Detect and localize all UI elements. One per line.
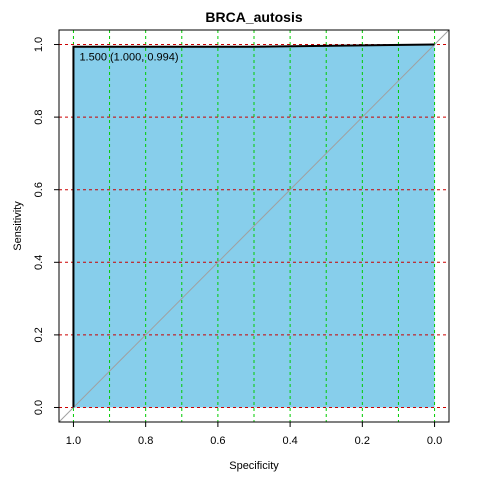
- y-tick-label-1: 0.2: [33, 327, 45, 342]
- x-tick-label-3: 0.4: [282, 435, 297, 447]
- x-tick-label-5: 0.0: [427, 435, 442, 447]
- y-tick-label-4: 0.8: [33, 109, 45, 124]
- y-tick-label-0: 0.0: [33, 400, 45, 415]
- plot-frame: [58, 29, 450, 423]
- y-tick-label-5: 1.0: [33, 37, 45, 52]
- chart-title: BRCA_autosis: [205, 9, 302, 25]
- x-axis-label: Specificity: [229, 460, 279, 472]
- best-threshold-label: 1.500 (1.000, 0.994): [79, 52, 178, 64]
- chance-diagonal: [58, 29, 450, 423]
- x-tick-label-2: 0.6: [210, 435, 225, 447]
- y-tick-label-2: 0.4: [33, 255, 45, 270]
- x-tick-label-4: 0.2: [355, 435, 370, 447]
- x-tick-label-0: 1.0: [66, 435, 81, 447]
- roc-curve: [72, 43, 435, 408]
- y-tick-label-3: 0.6: [33, 182, 45, 197]
- plot-area: 1.0 0.8 0.6 0.4 0.2 0.0 0.0 0.2 0.4 0.6 0.8 1.0 1.50…: [33, 29, 450, 447]
- y-axis-label: Sensitivity: [12, 201, 24, 251]
- x-tick-label-1: 0.8: [138, 435, 153, 447]
